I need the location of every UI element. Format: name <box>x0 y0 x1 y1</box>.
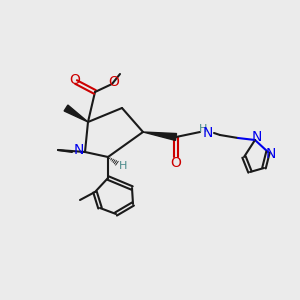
Text: N: N <box>266 147 276 161</box>
Polygon shape <box>143 132 176 140</box>
Text: N: N <box>252 130 262 144</box>
Polygon shape <box>64 105 88 122</box>
Text: H: H <box>119 161 127 171</box>
Text: N: N <box>203 126 213 140</box>
Text: N: N <box>74 143 84 157</box>
Text: O: O <box>171 156 182 170</box>
Text: O: O <box>109 75 119 89</box>
Text: H: H <box>199 124 207 134</box>
Text: O: O <box>70 73 80 87</box>
